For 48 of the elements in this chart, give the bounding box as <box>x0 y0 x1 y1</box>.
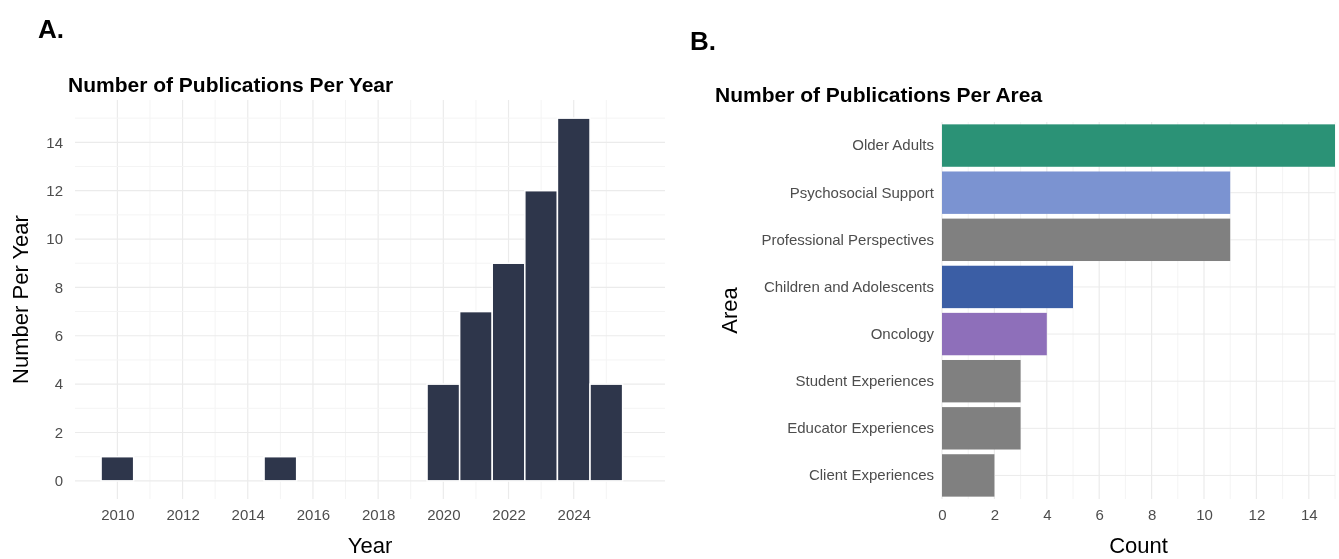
x-tick-label: 0 <box>938 505 947 523</box>
bar <box>942 407 1021 450</box>
y-tick-label: 14 <box>46 133 63 151</box>
x-tick-label: 2016 <box>296 505 331 523</box>
bar <box>942 312 1047 356</box>
x-tick-label: 2010 <box>101 505 135 523</box>
chart-title: Number of Publications Per Area <box>715 83 1043 106</box>
y-tick-label: Educator Experiences <box>787 419 934 437</box>
x-tick-label: 2012 <box>166 505 200 523</box>
y-tick-label: Oncology <box>870 324 935 342</box>
y-tick-label: Professional Perspectives <box>761 230 934 248</box>
x-axis-title: Count <box>1109 533 1168 558</box>
y-axis-title: Area <box>717 286 742 334</box>
y-axis-title: Number Per Year <box>8 215 33 384</box>
x-tick-label: 2018 <box>361 505 396 523</box>
x-tick-label: 2 <box>990 505 1000 523</box>
y-tick-label: 4 <box>54 375 63 393</box>
y-tick-label: Psychosocial Support <box>789 183 935 201</box>
y-tick-label: Student Experiences <box>795 371 934 389</box>
chart-title: Number of Publications Per Year <box>68 73 394 96</box>
x-tick-label: 2024 <box>557 505 591 523</box>
text: A. <box>38 14 64 44</box>
bar <box>942 454 995 497</box>
y-tick-label: Children and Adolescents <box>763 277 934 295</box>
y-tick-label: 8 <box>54 278 63 296</box>
bar <box>942 124 1335 167</box>
y-tick-label: 0 <box>54 472 63 490</box>
x-tick-label: 12 <box>1248 505 1266 523</box>
y-tick-label: 2 <box>54 423 63 441</box>
x-tick-label: 6 <box>1095 505 1104 523</box>
x-tick-label: 2014 <box>231 505 265 523</box>
x-axis-title: Year <box>347 533 393 558</box>
x-tick-label: 14 <box>1300 505 1318 523</box>
x-tick-label: 8 <box>1147 505 1157 523</box>
y-tick-label: Older Adults <box>852 136 934 154</box>
x-tick-label: 2022 <box>492 505 526 523</box>
y-tick-label: 6 <box>54 327 63 345</box>
bar <box>942 171 1231 214</box>
x-tick-label: 2020 <box>427 505 461 523</box>
bar <box>942 218 1231 262</box>
x-tick-label: 4 <box>1043 505 1052 523</box>
y-tick-label: 10 <box>46 230 63 248</box>
bar <box>942 265 1073 309</box>
bar <box>942 359 1021 403</box>
x-tick-label: 10 <box>1196 505 1213 523</box>
y-tick-label: 12 <box>46 181 63 199</box>
y-tick-label: Client Experiences <box>808 466 934 484</box>
text: B. <box>690 26 716 56</box>
